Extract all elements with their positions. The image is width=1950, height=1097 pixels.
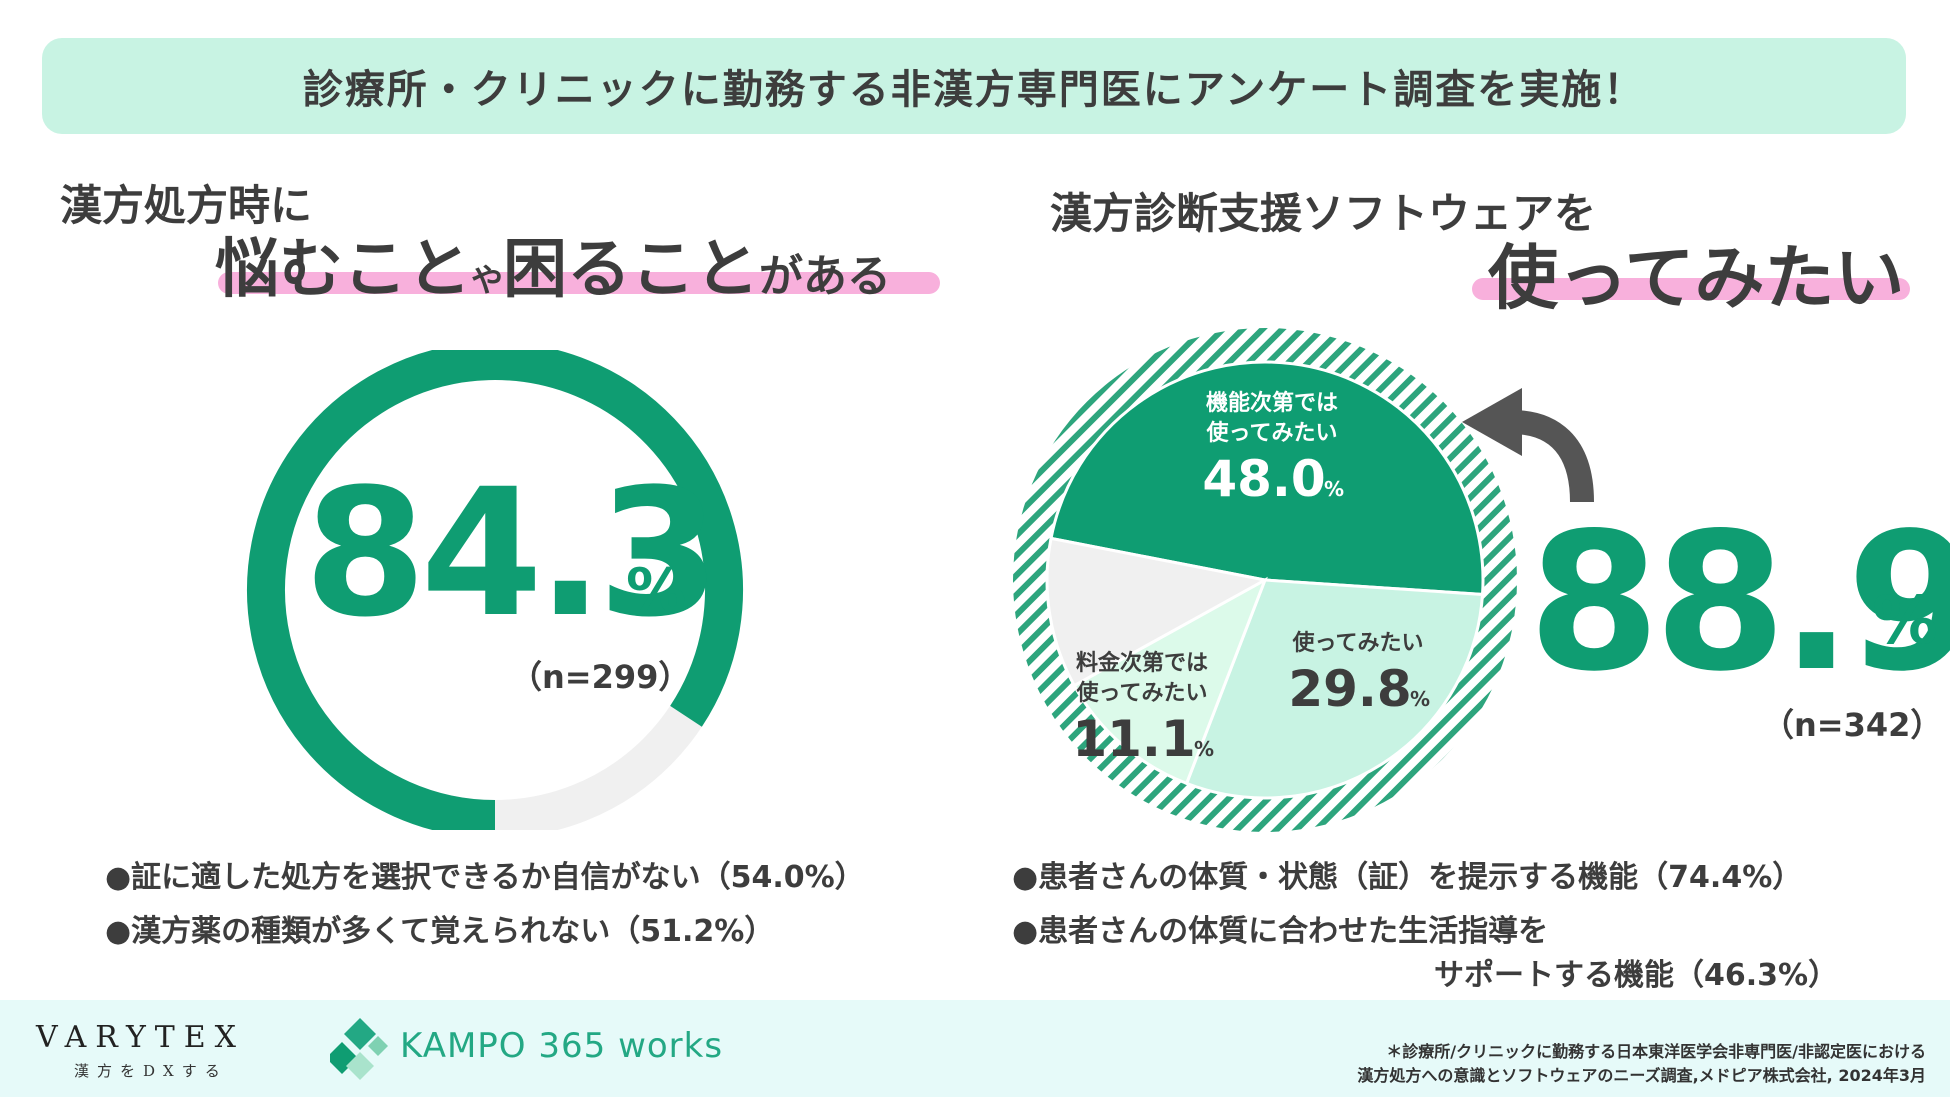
right-bullet-2: ●患者さんの体質に合わせた生活指導を (1012, 914, 1549, 949)
pie-slice-feature-dependent-unit: % (1324, 477, 1344, 501)
source-line-1: ＊診療所/クリニックに勤務する日本東洋医学会非専門医/非認定医における (1386, 1042, 1926, 1061)
left-heading-part-a: 悩むこと (215, 233, 471, 307)
pie-slice-other (1045, 536, 1270, 688)
right-heading-line2: 使ってみたい (1488, 237, 1905, 319)
source-note: ＊診療所/クリニックに勤務する日本東洋医学会非専門医/非認定医における 漢方処方… (1357, 1040, 1926, 1088)
left-donut-value-arc (247, 350, 743, 830)
pie-slice-feature-dependent-label-line1: 機能次第では (1206, 390, 1338, 416)
right-heading-line1: 漢方診断支援ソフトウェアを (1050, 189, 1597, 238)
pie-slice-price-dependent-label-line2: 使ってみたい (1076, 681, 1208, 706)
left-heading-line1: 漢方処方時に (60, 181, 313, 230)
left-heading-part-b: や (471, 261, 504, 299)
left-highlight-bar (218, 272, 940, 294)
left-heading-line2: 悩むことや困ることがある (215, 218, 891, 310)
pie-slice-feature-dependent-label-line2: 使ってみたい (1206, 421, 1338, 446)
pie-slice-price-dependent-value: 11.1 (1072, 710, 1195, 768)
left-bullet-1: ●証に適した処方を選択できるか自信がない（54.0%） (105, 860, 865, 895)
right-bullet-1: ●患者さんの体質・状態（証）を提示する機能（74.4%） (1012, 860, 1803, 895)
pie-slice-price-dependent-label-line1: 料金次第では (1076, 650, 1208, 676)
banner-title: 診療所・クリニックに勤務する非漢方専門医にアンケート調査を実施！ (302, 67, 1646, 113)
pie-slice-want-to-use-unit: % (1410, 687, 1430, 711)
right-percent-symbol: % (1872, 582, 1939, 659)
left-sample-size: （n=299） (510, 658, 691, 696)
pie-slice-want-to-use-value: 29.8 (1288, 660, 1411, 718)
left-heading-part-c: 困ること (503, 233, 760, 307)
right-bullet-2-cont: サポートする機能（46.3%） (1434, 958, 1839, 993)
left-donut-chart (247, 350, 743, 830)
pie-slice-price-dependent-unit: % (1194, 737, 1214, 761)
pie-slice-want-to-use-label-line2: 使ってみたい (1292, 631, 1424, 656)
kampo-logo-text: KAMPO 365 works (400, 1026, 724, 1066)
right-pie-chart: 機能次第では使ってみたい48.0%使ってみたい29.8%料金次第では使ってみたい… (1013, 328, 1517, 832)
right-highlight-bar (1472, 278, 1910, 300)
varytex-tagline: 漢方をDXする (74, 1062, 228, 1080)
footer: VARYTEX 漢方をDXする KAMPO 365 works ＊診療所/クリニ… (0, 1000, 1950, 1097)
varytex-logo: VARYTEX (36, 1020, 246, 1055)
source-line-2: 漢方処方への意識とソフトウェアのニーズ調査,メドピア株式会社, 2024年3月 (1357, 1066, 1926, 1085)
pie-slice-want-to-use (1184, 578, 1485, 800)
left-heading-part-d: がある (759, 251, 892, 302)
kampo-logo-icon (330, 1018, 388, 1080)
survey-banner: 診療所・クリニックに勤務する非漢方専門医にアンケート調査を実施！ (42, 38, 1906, 134)
pie-slice-feature-dependent-value: 48.0 (1202, 450, 1325, 508)
pie-slice-feature-dependent (1049, 360, 1485, 597)
left-bullet-2: ●漢方薬の種類が多くて覚えられない（51.2%） (105, 914, 775, 949)
right-percent-value: 88.9 (1528, 492, 1950, 713)
right-sample-size: （n=342） (1762, 706, 1943, 744)
pie-slice-price-dependent (1072, 576, 1268, 786)
curved-arrow-icon (1462, 388, 1594, 503)
left-percent-symbol: % (626, 556, 687, 626)
left-percent-value: 84.3 (304, 451, 720, 656)
